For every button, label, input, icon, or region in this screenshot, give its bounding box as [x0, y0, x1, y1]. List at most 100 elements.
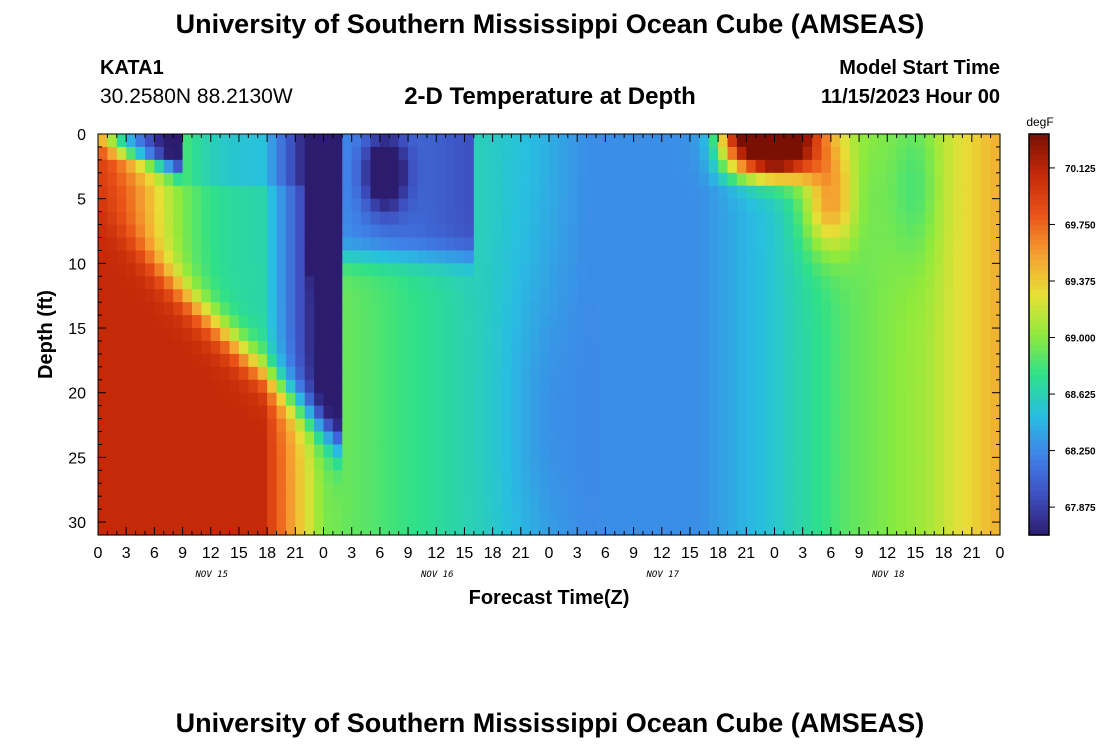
heatmap-cell	[426, 289, 437, 303]
heatmap-cell	[990, 250, 1001, 264]
heatmap-cell	[126, 211, 137, 226]
heatmap-cell	[361, 146, 372, 161]
heatmap-cell	[802, 224, 813, 239]
heatmap-cell	[220, 470, 231, 484]
colorbar-segment	[1029, 324, 1049, 331]
heatmap-cell	[915, 457, 926, 471]
colorbar-segment	[1029, 344, 1049, 351]
heatmap-cell	[530, 457, 541, 471]
heatmap-cell	[511, 237, 522, 252]
heatmap-cell	[859, 522, 870, 536]
heatmap-cell	[633, 198, 644, 213]
heatmap-cell	[755, 379, 766, 394]
heatmap-cell	[624, 353, 635, 368]
heatmap-cell	[642, 353, 653, 368]
heatmap-cell	[201, 159, 212, 174]
heatmap-cell	[398, 224, 409, 239]
heatmap-cell	[539, 392, 550, 407]
y-tick-label: 25	[68, 450, 86, 467]
heatmap-cell	[595, 457, 606, 471]
heatmap-cell	[417, 392, 428, 407]
heatmap-cell	[736, 328, 747, 342]
heatmap-cell	[445, 405, 456, 420]
heatmap-cell	[116, 224, 127, 239]
heatmap-cell	[840, 224, 851, 239]
heatmap-cell	[605, 405, 616, 420]
colorbar-segment	[1029, 364, 1049, 371]
heatmap-cell	[285, 470, 296, 484]
colorbar-segment	[1029, 374, 1049, 381]
heatmap-cell	[182, 328, 193, 342]
heatmap-cell	[718, 379, 729, 394]
heatmap-cell	[267, 496, 278, 510]
heatmap-cell	[229, 276, 240, 290]
heatmap-cell	[295, 509, 306, 523]
heatmap-cell	[201, 211, 212, 226]
heatmap-cell	[671, 224, 682, 239]
heatmap-cell	[314, 250, 325, 264]
heatmap-cell	[135, 392, 146, 407]
heatmap-cell	[642, 444, 653, 458]
heatmap-cell	[361, 134, 372, 148]
heatmap-cell	[915, 470, 926, 484]
heatmap-cell	[830, 431, 841, 446]
heatmap-cell	[821, 224, 832, 239]
heatmap-cell	[877, 237, 888, 252]
heatmap-cell	[727, 224, 738, 239]
heatmap-cell	[436, 237, 447, 252]
heatmap-cell	[595, 470, 606, 484]
heatmap-cell	[201, 340, 212, 355]
heatmap-cell	[351, 198, 362, 213]
heatmap-cell	[624, 159, 635, 174]
heatmap-cell	[182, 366, 193, 381]
heatmap-cell	[868, 276, 879, 290]
heatmap-cell	[248, 224, 259, 239]
heatmap-cell	[708, 353, 719, 368]
heatmap-cell	[154, 185, 165, 200]
heatmap-cell	[642, 198, 653, 213]
heatmap-cell	[868, 392, 879, 407]
heatmap-cell	[295, 211, 306, 226]
heatmap-cell	[765, 198, 776, 213]
heatmap-cell	[370, 353, 381, 368]
heatmap-cell	[689, 353, 700, 368]
heatmap-cell	[642, 224, 653, 239]
heatmap-cell	[981, 302, 992, 316]
colorbar-segment	[1029, 494, 1049, 501]
heatmap-cell	[248, 509, 259, 523]
heatmap-cell	[257, 522, 268, 536]
heatmap-cell	[906, 470, 917, 484]
heatmap-cell	[708, 172, 719, 187]
colorbar-segment	[1029, 454, 1049, 461]
heatmap-cell	[774, 470, 785, 484]
heatmap-cell	[257, 392, 268, 407]
heatmap-cell	[943, 237, 954, 252]
heatmap-cell	[342, 198, 353, 213]
heatmap-cell	[915, 340, 926, 355]
heatmap-cell	[107, 444, 118, 458]
heatmap-cell	[774, 172, 785, 187]
heatmap-cell	[398, 418, 409, 433]
heatmap-cell	[971, 159, 982, 174]
heatmap-cell	[896, 340, 907, 355]
heatmap-cell	[971, 172, 982, 187]
heatmap-cell	[915, 431, 926, 446]
colorbar-segment	[1029, 479, 1049, 486]
heatmap-cell	[539, 340, 550, 355]
heatmap-cell	[877, 302, 888, 316]
heatmap-cell	[624, 250, 635, 264]
heatmap-cell	[539, 353, 550, 368]
colorbar-segment	[1029, 434, 1049, 441]
heatmap-cell	[210, 457, 221, 471]
heatmap-cell	[727, 509, 738, 523]
heatmap-cell	[229, 328, 240, 342]
x-tick-label: 6	[826, 545, 835, 562]
heatmap-cell	[652, 185, 663, 200]
heatmap-cell	[408, 159, 419, 174]
heatmap-cell	[605, 392, 616, 407]
heatmap-cell	[163, 159, 174, 174]
heatmap-cell	[671, 431, 682, 446]
heatmap-cell	[417, 302, 428, 316]
heatmap-cell	[379, 211, 390, 226]
heatmap-cell	[689, 470, 700, 484]
